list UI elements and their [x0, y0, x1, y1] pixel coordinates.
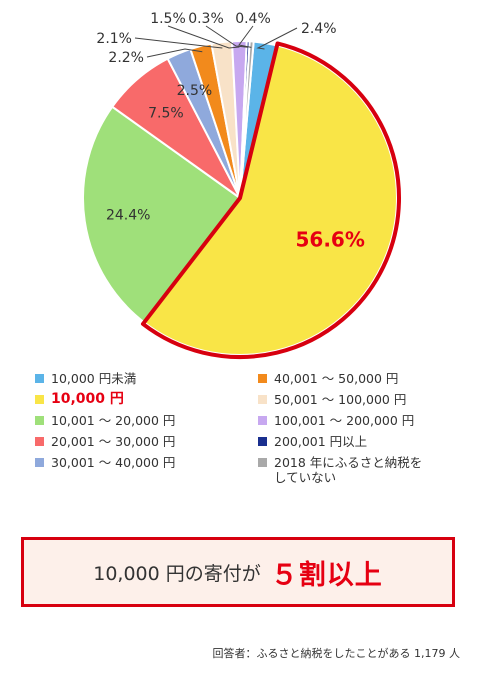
leader-line-6	[146, 48, 203, 58]
legend-label: 10,001 ～ 20,000 円	[51, 413, 176, 428]
data-label-3: 24.4%	[106, 208, 150, 224]
legend-item-10: 2018 年にふるさと納税を していない	[258, 455, 422, 485]
data-label-4: 7.5%	[148, 106, 184, 122]
leader-line-1	[256, 27, 298, 50]
legend-swatch	[35, 395, 44, 404]
legend-swatch	[35, 458, 44, 467]
legend-item-9: 200,001 円以上	[258, 434, 367, 449]
legend-item-2: 10,000 円	[35, 392, 124, 407]
leader-line-10	[238, 25, 254, 48]
legend-swatch	[35, 374, 44, 383]
legend-label: 40,001 ～ 50,000 円	[274, 371, 399, 386]
leader-line-7	[134, 37, 223, 49]
legend-item-3: 10,001 ～ 20,000 円	[35, 413, 175, 428]
legend-swatch	[258, 416, 267, 425]
legend-label: 2018 年にふるさと納税を していない	[274, 455, 423, 485]
highlight-outline	[140, 41, 401, 359]
legend-item-5: 30,001 ～ 40,000 円	[35, 455, 175, 470]
legend-swatch	[35, 416, 44, 425]
slice-2	[142, 44, 398, 356]
legend-label: 20,001 ～ 30,000 円	[51, 434, 176, 449]
callout-emphasis: ５割以上	[270, 559, 383, 591]
data-label-5: 2.5%	[177, 83, 213, 99]
legend-item-1: 10,000 円未満	[35, 371, 136, 386]
data-label-2: 56.6%	[296, 227, 365, 251]
legend-item-6: 40,001 ～ 50,000 円	[258, 371, 398, 386]
legend-label: 10,000 円未満	[51, 371, 137, 386]
legend-label: 200,001 円以上	[274, 434, 368, 449]
legend: 10,000 円未満 10,000 円 10,001 ～ 20,000 円 20,00…	[0, 368, 480, 498]
respondent-note: 回答者：ふるさと納税をしたことがある 1,179 人	[212, 647, 460, 660]
summary-callout: 10,000 円の寄付が ５割以上	[21, 537, 455, 607]
legend-item-4: 20,001 ～ 30,000 円	[35, 434, 175, 449]
legend-item-7: 50,001 ～ 100,000 円	[258, 392, 406, 407]
leader-line-9	[205, 25, 249, 48]
legend-swatch	[258, 437, 267, 446]
callout-prefix: 10,000 円の寄付が	[93, 562, 261, 585]
data-label-1: 2.4%	[301, 21, 337, 37]
slice-10	[239, 40, 255, 199]
legend-swatch	[35, 437, 44, 446]
data-label-8: 1.5%	[150, 11, 186, 27]
legend-item-8: 100,001 ～ 200,000 円	[258, 413, 414, 428]
legend-label: 10,000 円	[51, 391, 124, 407]
slice-3	[82, 105, 242, 324]
data-label-7: 2.1%	[96, 31, 132, 47]
legend-label: 50,001 ～ 100,000 円	[274, 392, 407, 407]
legend-swatch	[258, 458, 267, 467]
legend-label: 30,001 ～ 40,000 円	[51, 455, 176, 470]
data-label-10: 0.4%	[235, 11, 271, 27]
pie-chart: 2.4% 56.6% 24.4% 7.5% 2.5% 2.2% 2.1% 1.5% 0.3% 0.…	[82, 11, 401, 359]
legend-label: 100,001 ～ 200,000 円	[274, 413, 415, 428]
data-label-9: 0.3%	[188, 11, 224, 27]
data-label-6: 2.2%	[108, 50, 144, 66]
leader-line-8	[167, 25, 240, 49]
legend-swatch	[258, 395, 267, 404]
legend-swatch	[258, 374, 267, 383]
